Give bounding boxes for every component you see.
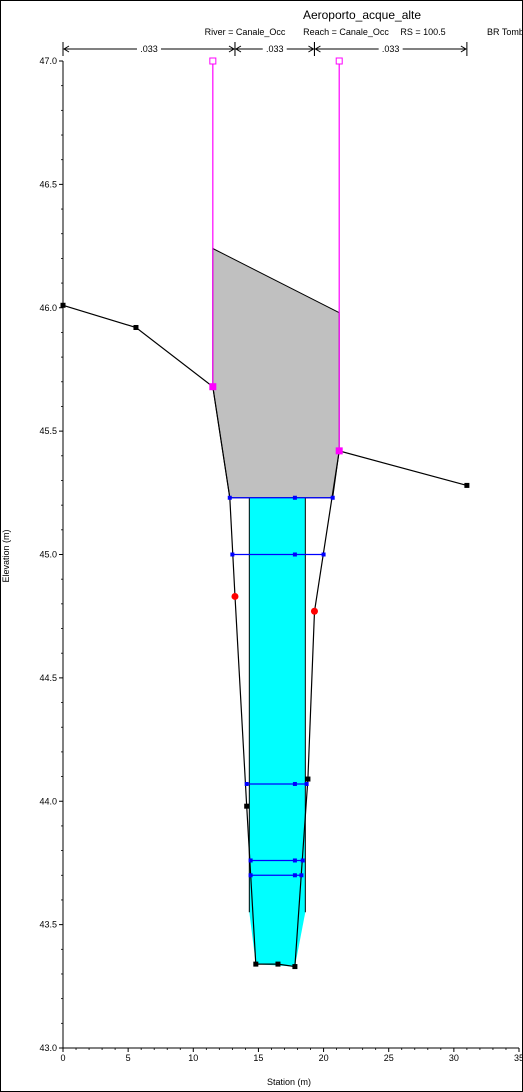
wse-point bbox=[292, 495, 297, 500]
wse-point bbox=[330, 495, 335, 500]
y-tick-label: 43.0 bbox=[39, 1043, 57, 1053]
chart-title: Aeroporto_acque_alte bbox=[303, 8, 421, 22]
mannings-n-label-1: .033 bbox=[266, 44, 284, 54]
bank-station-1 bbox=[310, 607, 318, 615]
subtitle-river: River = Canale_Occ bbox=[205, 27, 286, 37]
ground-point bbox=[275, 961, 281, 967]
x-tick-label: 10 bbox=[188, 1053, 198, 1063]
ground-point bbox=[305, 776, 311, 782]
ineffective-left-top bbox=[209, 57, 217, 65]
bank-station-0 bbox=[231, 592, 239, 600]
subtitle-br: BR Tombino a bbox=[487, 27, 523, 37]
x-tick-label: 15 bbox=[253, 1053, 263, 1063]
wse-point bbox=[304, 781, 309, 786]
wse-point bbox=[292, 781, 297, 786]
x-tick-label: 20 bbox=[319, 1053, 329, 1063]
wse-point bbox=[248, 873, 253, 878]
y-tick-label: 46.5 bbox=[39, 179, 57, 189]
n-arrow-right bbox=[460, 45, 467, 53]
y-tick-label: 46.0 bbox=[39, 303, 57, 313]
x-axis-label: Station (m) bbox=[267, 1077, 311, 1087]
subtitle-reach: Reach = Canale_Occ bbox=[303, 27, 389, 37]
mannings-n-label-2: .033 bbox=[382, 44, 400, 54]
x-tick-label: 25 bbox=[384, 1053, 394, 1063]
ground-point bbox=[133, 324, 139, 330]
subtitle-rs: RS = 100.5 bbox=[400, 27, 445, 37]
wse-point bbox=[230, 552, 235, 557]
x-tick-label: 35 bbox=[514, 1053, 523, 1063]
ground-point bbox=[464, 482, 470, 488]
x-tick-label: 30 bbox=[449, 1053, 459, 1063]
n-arrow-right bbox=[308, 45, 315, 53]
wse-point bbox=[292, 873, 297, 878]
mannings-n-label-0: .033 bbox=[140, 44, 158, 54]
y-tick-label: 45.5 bbox=[39, 426, 57, 436]
y-tick-label: 47.0 bbox=[39, 56, 57, 66]
ground-point bbox=[253, 961, 259, 967]
wse-point bbox=[299, 873, 304, 878]
n-arrow-left bbox=[63, 45, 70, 53]
x-tick-label: 0 bbox=[60, 1053, 65, 1063]
wse-point bbox=[321, 552, 326, 557]
wse-point bbox=[292, 858, 297, 863]
wse-point bbox=[227, 495, 232, 500]
x-tick-label: 5 bbox=[126, 1053, 131, 1063]
y-tick-label: 45.0 bbox=[39, 550, 57, 560]
wse-point bbox=[248, 858, 253, 863]
n-arrow-left bbox=[314, 45, 321, 53]
ineffective-right-top bbox=[335, 57, 343, 65]
bridge-deck bbox=[212, 247, 340, 499]
wse-point bbox=[292, 552, 297, 557]
y-tick-label: 43.5 bbox=[39, 920, 57, 930]
ineffective-left-bottom bbox=[209, 383, 217, 391]
n-arrow-left bbox=[235, 45, 242, 53]
n-arrow-right bbox=[228, 45, 235, 53]
y-tick-label: 44.5 bbox=[39, 673, 57, 683]
y-axis-label: Elevation (m) bbox=[1, 529, 11, 582]
ineffective-right-bottom bbox=[335, 447, 343, 455]
y-tick-label: 44.0 bbox=[39, 796, 57, 806]
ground-point bbox=[244, 803, 250, 809]
water-area bbox=[249, 497, 306, 967]
ground-point bbox=[292, 964, 298, 970]
wse-point bbox=[300, 858, 305, 863]
wse-point bbox=[244, 781, 249, 786]
plot-area: 43.0 43.5 44.0 44.5 45.0 45.5 46.0 46.5 47.0 0 5 10… bbox=[39, 42, 523, 1063]
